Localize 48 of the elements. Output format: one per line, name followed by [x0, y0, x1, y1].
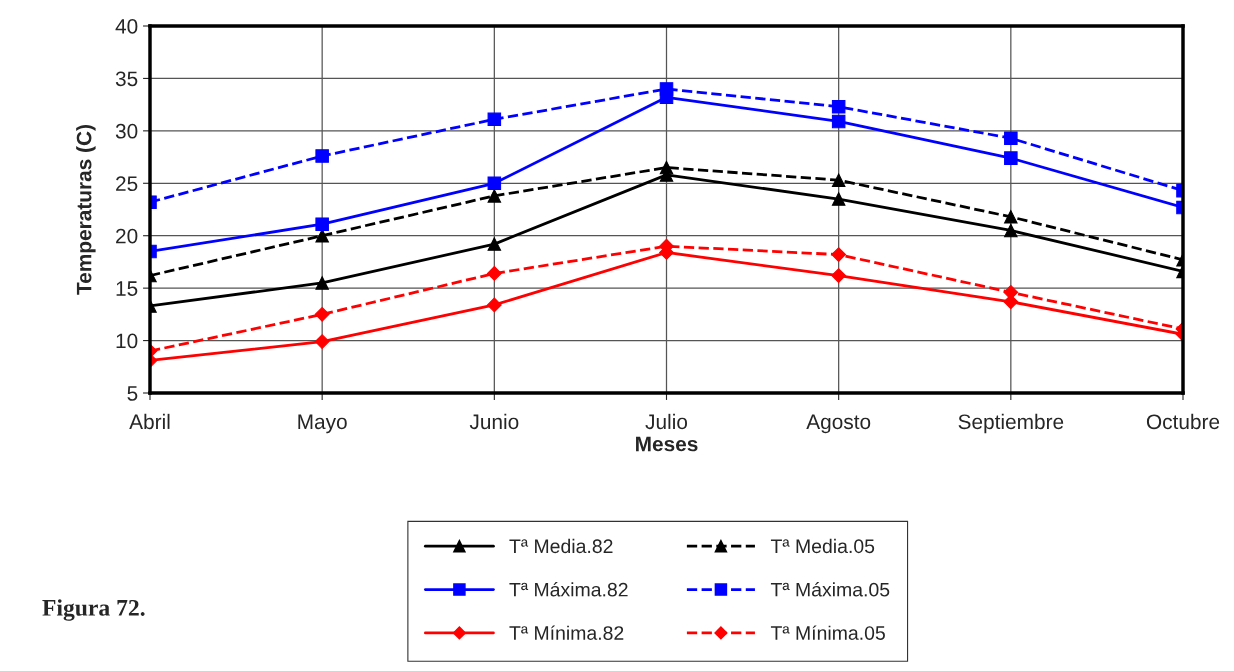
point [1004, 131, 1018, 145]
y-tick-label: 35 [115, 71, 138, 87]
point [486, 297, 502, 313]
point [659, 160, 674, 175]
y-tick-label: 15 [116, 281, 138, 296]
legend-label: Tª Máxima.82 [509, 582, 628, 597]
point [1004, 223, 1018, 238]
point [315, 217, 329, 231]
point [1004, 151, 1018, 165]
x-tick-label: Octubre [1146, 413, 1220, 430]
point [487, 176, 502, 191]
point [831, 173, 846, 187]
y-axis-title: Temperaturas (C) [76, 125, 96, 295]
y-tick-label: 20 [116, 228, 138, 244]
point [487, 112, 502, 127]
x-tick-label: Septiembre [958, 413, 1064, 434]
point [487, 189, 502, 203]
legend-label: Tª Mínima.82 [509, 625, 624, 640]
point [315, 276, 329, 290]
point [314, 306, 330, 322]
point [315, 149, 329, 163]
x-tick-label: Julio [645, 413, 688, 430]
legend-label: Tª Media.82 [509, 538, 613, 554]
point [1003, 284, 1019, 300]
x-tick-label: Junio [469, 413, 519, 430]
point [486, 266, 502, 281]
legend-label: Tª Media.05 [770, 538, 875, 554]
text: Figura 72. [42, 599, 145, 621]
point [659, 82, 674, 96]
point [831, 247, 847, 262]
y-tick-label: 10 [116, 333, 138, 349]
x-tick-label: Abril [129, 413, 170, 430]
legend-label: Tª Máxima.05 [770, 582, 890, 597]
x-axis-title: Meses [636, 436, 698, 452]
point [487, 237, 502, 251]
point [831, 99, 846, 114]
y-tick-label: 30 [115, 123, 138, 139]
y-tick-label: 5 [127, 386, 138, 401]
point [1004, 210, 1018, 224]
point [314, 334, 330, 350]
y-tick-label: 40 [115, 19, 138, 34]
y-tick-label: 25 [116, 176, 138, 192]
x-tick-label: Agosto [806, 414, 871, 434]
point [831, 268, 847, 283]
point [831, 114, 846, 129]
point [831, 192, 846, 206]
x-tick-label: Mayo [298, 414, 347, 434]
legend-label: Tª Mínima.05 [770, 625, 885, 640]
